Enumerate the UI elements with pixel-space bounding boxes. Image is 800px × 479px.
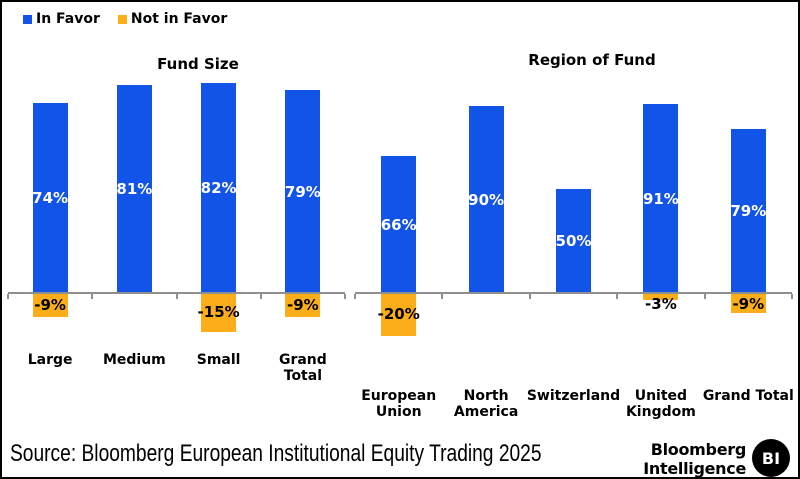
- legend-label: Not in Favor: [130, 11, 228, 27]
- axis-tick: [259, 294, 262, 299]
- panel-title-region-of-fund: Region of Fund: [528, 51, 656, 69]
- category-label: Grand Total: [278, 352, 327, 384]
- brand-text: Bloomberg Intelligence: [643, 440, 747, 478]
- not-in-favor-swatch-icon: [117, 14, 127, 24]
- bar-not-in-favor: [643, 294, 679, 300]
- bar-not-in-favor: [730, 294, 766, 313]
- value-label: 50%: [555, 232, 592, 250]
- in-favor-swatch-icon: [23, 14, 32, 24]
- axis-tick: [616, 294, 619, 299]
- bar-in-favor: [285, 90, 321, 293]
- bar-in-favor: [116, 85, 152, 293]
- axis-tick: [441, 294, 444, 299]
- legend-item-in-favor: In Favor: [23, 11, 100, 27]
- category-label: Grand Total: [702, 388, 794, 404]
- bar-in-favor: [643, 104, 679, 293]
- value-label: 74%: [32, 189, 69, 207]
- category-label: North America: [453, 388, 519, 420]
- bar-not-in-favor: [285, 294, 321, 317]
- negative-value-label: -9%: [34, 295, 66, 314]
- legend: In Favor Not in Favor: [23, 11, 227, 27]
- value-label: 90%: [468, 190, 505, 209]
- brand-line2: Intelligence: [643, 459, 746, 478]
- negative-value-label: -20%: [377, 305, 420, 323]
- value-label: 79%: [284, 182, 321, 201]
- bar-in-favor: [381, 156, 417, 293]
- bar-not-in-favor: [381, 294, 417, 336]
- category-label: European Union: [361, 388, 437, 420]
- bar-not-in-favor: [32, 294, 68, 317]
- legend-item-not-in-favor: Not in Favor: [117, 11, 228, 27]
- category-label: Medium: [102, 352, 166, 368]
- value-label: 82%: [200, 179, 237, 197]
- value-label: 91%: [642, 189, 679, 208]
- panel-title-fund-size: Fund Size: [157, 55, 239, 73]
- bar-in-favor: [556, 189, 591, 293]
- negative-value-label: -3%: [645, 295, 677, 313]
- category-label: Small: [196, 352, 241, 368]
- axis-tick: [354, 294, 356, 299]
- axis-tick: [703, 294, 706, 299]
- category-label: Switzerland: [526, 388, 621, 404]
- source-text: Source: Bloomberg European Institutional…: [10, 440, 542, 467]
- bar-in-favor: [468, 106, 504, 293]
- negative-value-label: -15%: [197, 303, 240, 321]
- axis-tick: [175, 294, 178, 299]
- axis-tick: [344, 294, 346, 299]
- bar-in-favor: [201, 83, 237, 293]
- category-label: United Kingdom: [625, 388, 696, 420]
- category-label: Large: [27, 352, 73, 368]
- bar-in-favor: [730, 129, 766, 293]
- brand-line1: Bloomberg: [650, 440, 747, 459]
- value-label: 66%: [380, 215, 417, 234]
- axis-tick: [7, 294, 9, 299]
- axis-line: [8, 292, 345, 294]
- legend-label: In Favor: [36, 11, 100, 27]
- bi-logo-text: BI: [761, 448, 781, 468]
- negative-value-label: -9%: [732, 295, 765, 313]
- value-label: 81%: [116, 180, 153, 198]
- axis-tick: [91, 294, 94, 299]
- negative-value-label: -9%: [287, 295, 319, 314]
- bar-in-favor: [32, 103, 68, 293]
- value-label: 79%: [730, 202, 767, 220]
- axis-tick: [528, 294, 531, 299]
- bar-not-in-favor: [201, 294, 237, 332]
- axis-tick: [791, 294, 793, 299]
- bi-logo-badge: BI: [752, 439, 790, 477]
- axis-line: [355, 292, 792, 294]
